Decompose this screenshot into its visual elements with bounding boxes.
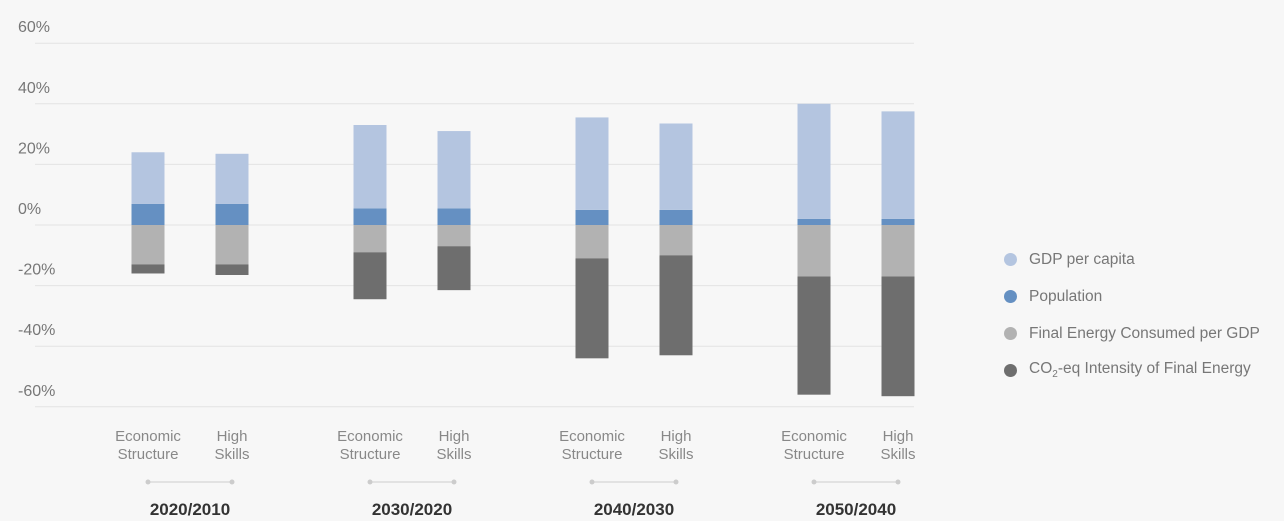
category-label: High — [661, 428, 692, 445]
bar-segment-co2-intensity — [659, 255, 693, 356]
legend-dot-population — [1004, 290, 1017, 303]
category-label: High — [883, 428, 914, 445]
group-connector-dot — [451, 479, 457, 485]
y-tick-label: 40% — [18, 80, 50, 97]
category-label: Structure — [562, 446, 623, 463]
y-tick-label: 20% — [18, 140, 50, 157]
y-axis: 60% 40% 20% 0% -20% -40% -60% — [18, 19, 55, 400]
legend-item-co2-intensity: CO2-eq Intensity of Final Energy — [1004, 360, 1260, 381]
legend-label-energy-per-gdp: Final Energy Consumed per GDP — [1029, 324, 1260, 342]
grid-lines — [35, 42, 914, 408]
legend-label-population: Population — [1029, 287, 1103, 305]
bar-segment-energy-per-gdp — [353, 225, 387, 253]
y-tick-label: 0% — [18, 201, 41, 218]
legend-label-co2-part2: -eq Intensity of Final Energy — [1057, 360, 1251, 378]
bar-segment-population — [353, 208, 387, 225]
group-label: 2050/2040 — [816, 500, 896, 519]
category-label: Economic — [559, 428, 625, 445]
legend-dot-co2-intensity — [1004, 364, 1017, 377]
legend-item-gdp: GDP per capita — [1004, 250, 1260, 269]
bar-segment-energy-per-gdp — [797, 225, 831, 277]
bar-segment-population — [437, 208, 471, 225]
legend-item-energy-per-gdp: Final Energy Consumed per GDP — [1004, 324, 1260, 343]
bars — [131, 103, 915, 397]
bar-segment-co2-intensity — [353, 252, 387, 300]
bar-segment-population — [131, 203, 165, 225]
bar-segment-energy-per-gdp — [131, 225, 165, 265]
category-label: Economic — [337, 428, 403, 445]
y-tick-label: -60% — [18, 383, 55, 400]
bar-segment-co2-intensity — [131, 264, 165, 274]
category-label: Skills — [436, 446, 471, 463]
bar-segment-energy-per-gdp — [575, 225, 609, 259]
bar-segment-population — [881, 218, 915, 225]
group-connector-dot — [811, 479, 817, 485]
bar-segment-co2-intensity — [575, 258, 609, 359]
group-connector-dot — [895, 479, 901, 485]
bar-segment-gdp — [659, 123, 693, 210]
group-label: 2040/2030 — [594, 500, 674, 519]
legend-label-gdp: GDP per capita — [1029, 250, 1135, 268]
category-label: Skills — [214, 446, 249, 463]
bar-segment-gdp — [215, 153, 249, 204]
category-label: High — [439, 428, 470, 445]
category-label: Structure — [118, 446, 179, 463]
bar-segment-population — [575, 209, 609, 225]
bar-segment-co2-intensity — [881, 276, 915, 397]
legend-label-co2-subscript: 2 — [1052, 369, 1058, 381]
category-label: High — [217, 428, 248, 445]
y-tick-label: -40% — [18, 322, 55, 339]
bar-segment-population — [797, 218, 831, 225]
bar-segment-energy-per-gdp — [215, 225, 249, 265]
bar-segment-gdp — [575, 117, 609, 210]
y-tick-label: -20% — [18, 262, 55, 279]
legend: GDP per capita Population Final Energy C… — [1004, 250, 1260, 398]
bar-segment-gdp — [881, 111, 915, 219]
category-label: Economic — [115, 428, 181, 445]
bar-segment-gdp — [131, 152, 165, 204]
group-label: 2020/2010 — [150, 500, 230, 519]
y-tick-label: 60% — [18, 19, 50, 36]
bar-segment-gdp — [353, 125, 387, 209]
group-connector-dot — [145, 479, 151, 485]
x-axis-labels: EconomicStructureHighSkills2020/2010Econ… — [115, 428, 915, 519]
legend-label-co2-intensity: CO2-eq Intensity of Final Energy — [1029, 360, 1251, 380]
group-connector-dot — [673, 479, 679, 485]
legend-dot-gdp — [1004, 253, 1017, 266]
legend-item-population: Population — [1004, 287, 1260, 306]
legend-label-co2-part1: CO — [1029, 360, 1053, 378]
bar-segment-population — [215, 203, 249, 225]
bar-segment-population — [659, 209, 693, 225]
bar-segment-energy-per-gdp — [881, 225, 915, 277]
bar-segment-co2-intensity — [797, 276, 831, 395]
category-label: Structure — [340, 446, 401, 463]
legend-dot-energy-per-gdp — [1004, 327, 1017, 340]
bar-segment-co2-intensity — [437, 246, 471, 291]
category-label: Skills — [658, 446, 693, 463]
group-connector-dot — [589, 479, 595, 485]
bar-segment-gdp — [437, 131, 471, 209]
category-label: Structure — [784, 446, 845, 463]
bar-segment-co2-intensity — [215, 264, 249, 275]
bar-segment-energy-per-gdp — [437, 225, 471, 247]
group-label: 2030/2020 — [372, 500, 452, 519]
group-connector-dot — [367, 479, 373, 485]
category-label: Skills — [880, 446, 915, 463]
group-connector-dot — [229, 479, 235, 485]
bar-segment-energy-per-gdp — [659, 225, 693, 256]
bar-segment-gdp — [797, 103, 831, 219]
category-label: Economic — [781, 428, 847, 445]
